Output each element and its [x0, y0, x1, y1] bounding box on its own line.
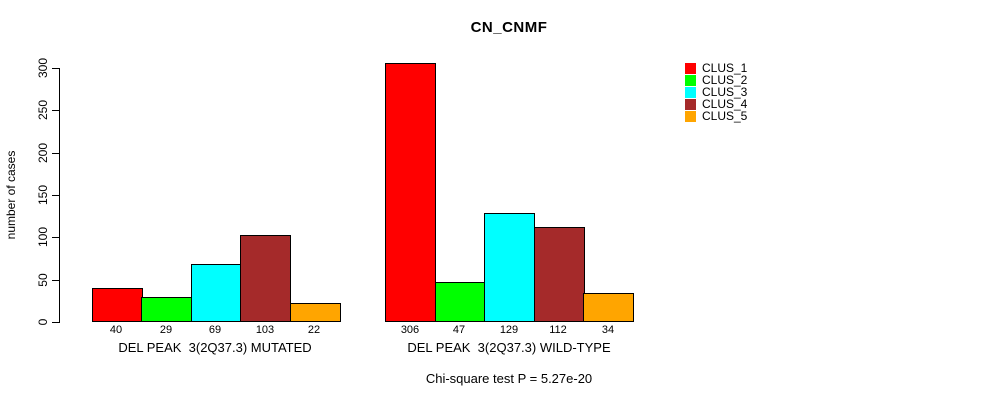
bar-value-label: 40 [109, 324, 123, 336]
bar-value-label: 103 [255, 324, 275, 336]
group-label: DEL PEAK 3(2Q37.3) WILD-TYPE [407, 340, 611, 355]
bar [141, 297, 192, 322]
legend-label: CLUS_5 [702, 109, 748, 123]
legend-item: CLUS_4 [685, 98, 747, 110]
legend-label: CLUS_4 [702, 97, 748, 111]
legend-swatch [685, 98, 696, 110]
chart-title: CN_CNMF [470, 19, 548, 36]
bar-value-label: 69 [208, 324, 222, 336]
y-axis-tick [52, 322, 59, 323]
legend: CLUS_1 CLUS_2 CLUS_3 CLUS_4 CLUS_5 [685, 62, 747, 122]
y-tick-label: 300 [36, 57, 50, 79]
y-axis-tick [52, 195, 59, 196]
y-axis-tick [52, 110, 59, 111]
legend-swatch [685, 110, 696, 122]
bar [534, 227, 585, 322]
legend-label: CLUS_3 [702, 85, 748, 99]
chi-square-annotation: Chi-square test P = 5.27e-20 [425, 371, 593, 386]
bar [290, 303, 341, 322]
group-label: DEL PEAK 3(2Q37.3) MUTATED [118, 340, 312, 355]
legend-swatch [685, 74, 696, 86]
y-axis-tick [52, 280, 59, 281]
bar-value-label: 29 [159, 324, 173, 336]
bar [191, 264, 242, 322]
legend-label: CLUS_2 [702, 73, 748, 87]
bar [484, 213, 535, 322]
bar-value-label: 129 [499, 324, 519, 336]
legend-item: CLUS_3 [685, 86, 747, 98]
bar-value-label: 34 [601, 324, 615, 336]
bar-value-label: 306 [400, 324, 420, 336]
y-axis-tick [52, 68, 59, 69]
legend-swatch [685, 62, 696, 74]
legend-swatch [685, 86, 696, 98]
bar-value-label: 112 [549, 324, 567, 336]
legend-label: CLUS_1 [702, 61, 748, 75]
bar [240, 235, 291, 322]
legend-item: CLUS_5 [685, 110, 747, 122]
y-axis-title: number of cases [4, 150, 18, 240]
legend-item: CLUS_2 [685, 74, 747, 86]
bar [92, 288, 143, 322]
legend-item: CLUS_1 [685, 62, 747, 74]
bar [385, 63, 436, 322]
bar [435, 282, 486, 322]
y-axis-line [59, 68, 60, 323]
y-axis-tick [52, 153, 59, 154]
bar-value-label: 22 [307, 324, 321, 336]
bar [583, 293, 634, 322]
y-axis-tick [52, 237, 59, 238]
bar-value-label: 47 [452, 324, 466, 336]
